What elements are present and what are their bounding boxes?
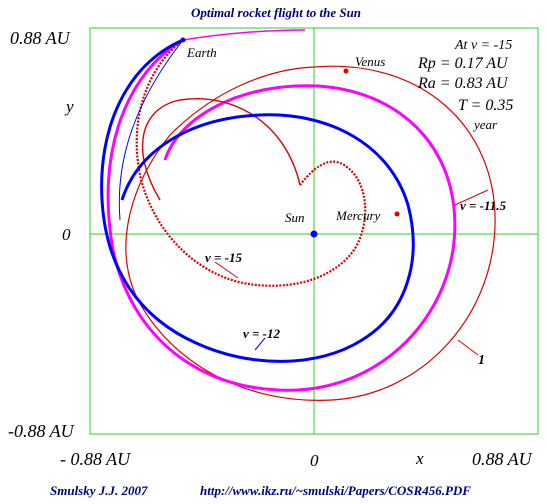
leader-v-12	[254, 337, 266, 351]
param-t-unit: year	[472, 117, 498, 132]
x-min-label: - 0.88 AU	[60, 449, 131, 469]
param-t: T = 0.35	[458, 97, 513, 114]
venus-dot	[343, 68, 349, 74]
leader-v-15	[214, 261, 239, 279]
leader-curve-1	[457, 339, 479, 356]
y-axis-title: y	[64, 97, 74, 116]
sun-label: Sun	[285, 210, 305, 225]
mercury-label: Mercury	[335, 208, 381, 223]
venus-label: Venus	[355, 54, 385, 69]
blue-tail	[118, 39, 184, 221]
footer-url[interactable]: http://www.ikz.ru/~smulski/Papers/COSR45…	[200, 483, 471, 498]
y-min-label: -0.88 AU	[8, 421, 75, 441]
x-max-label: 0.88 AU	[472, 449, 533, 469]
chart-title: Optimal rocket flight to the Sun	[191, 5, 361, 20]
orbit-v-11-5	[106, 38, 457, 392]
red-inner-loop	[141, 98, 301, 201]
sun-dot	[310, 230, 318, 238]
orbit-v-15-spiral	[135, 39, 367, 287]
v-11-5-label: v = -11.5	[460, 198, 507, 213]
earth-label: Earth	[186, 45, 217, 60]
mercury-dot	[394, 211, 400, 217]
param-ra: Ra = 0.83 AU	[417, 75, 509, 92]
leader-v-11-5	[454, 189, 489, 206]
orbit-v-12	[100, 38, 415, 363]
curve-1-label: 1	[478, 353, 485, 368]
footer-author: Smulsky J.J. 2007	[50, 483, 148, 498]
x-axis-title: x	[415, 449, 424, 468]
y-max-label: 0.88 AU	[10, 28, 71, 48]
y-zero-label: 0	[62, 225, 71, 244]
v-15-label: v = -15	[205, 250, 243, 265]
magenta-launch-arc	[182, 29, 306, 41]
orbit-curve-1	[125, 65, 496, 401]
earth-dot	[180, 37, 186, 43]
v-12-label: v = -12	[243, 326, 281, 341]
param-at-v: At v = -15	[454, 38, 512, 53]
param-rp: Rp = 0.17 AU	[417, 55, 509, 72]
x-zero-label: 0	[310, 451, 319, 470]
